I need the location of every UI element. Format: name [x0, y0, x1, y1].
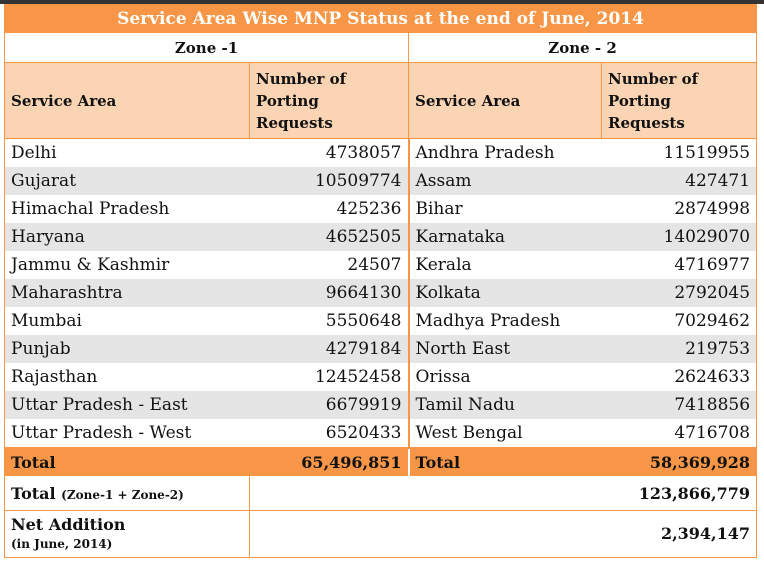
- porting-header-line: Porting: [608, 91, 671, 110]
- zone-2-area: Kolkata: [408, 279, 602, 307]
- zone-1-area: Delhi: [4, 138, 250, 167]
- table-row: Mumbai 5550648 Madhya Pradesh 7029462: [4, 307, 758, 335]
- zone-1-count: 6679919: [249, 391, 410, 419]
- zone-1-total-label: Total: [4, 447, 250, 476]
- porting-header-line: Requests: [608, 113, 685, 132]
- porting-header-line: Number of: [608, 69, 699, 88]
- zone-1-service-area-header: Service Area: [4, 62, 250, 139]
- zone-1-count: 4279184: [249, 335, 410, 363]
- zone-1-area: Haryana: [4, 223, 250, 251]
- grand-total-row: Total (Zone-1 + Zone-2) 123,866,779: [4, 475, 758, 511]
- zone-2-area: Kerala: [408, 251, 602, 279]
- zone-1-area: Jammu & Kashmir: [4, 251, 250, 279]
- zone-2-total-label: Total: [408, 447, 602, 476]
- table-row: Punjab 4279184 North East 219753: [4, 335, 758, 363]
- zone-2-count: 2792045: [601, 279, 758, 307]
- zone-2-area: Tamil Nadu: [408, 391, 602, 419]
- zone-header-row: Zone -1 Zone - 2: [4, 32, 758, 63]
- table-title-row: Service Area Wise MNP Status at the end …: [3, 4, 758, 33]
- zone-1-count: 9664130: [249, 279, 410, 307]
- zone-1-area: Gujarat: [4, 167, 250, 195]
- zone-2-porting-header: Number of Porting Requests: [600, 62, 758, 139]
- total-row: Total 65,496,851 Total 58,369,928: [4, 447, 758, 476]
- grand-total-label: Total (Zone-1 + Zone-2): [4, 475, 250, 511]
- zone-2-header: Zone - 2: [407, 32, 758, 63]
- top-border: [0, 0, 764, 4]
- table-row: Haryana 4652505 Karnataka 14029070: [4, 223, 758, 251]
- zone-1-area: Uttar Pradesh - East: [4, 391, 250, 419]
- zone-2-count: 219753: [601, 335, 758, 363]
- zone-1-count: 24507: [249, 251, 410, 279]
- table-row: Gujarat 10509774 Assam 427471: [4, 167, 758, 195]
- table-row: Uttar Pradesh - East 6679919 Tamil Nadu …: [4, 391, 758, 419]
- zone-2-area: Madhya Pradesh: [408, 307, 602, 335]
- zone-1-count: 4738057: [249, 138, 410, 167]
- zone-2-count: 427471: [601, 167, 758, 195]
- zone-1-area: Uttar Pradesh - West: [4, 419, 250, 448]
- zone-2-area: Andhra Pradesh: [408, 138, 602, 167]
- zone-1-area: Mumbai: [4, 307, 250, 335]
- zone-2-area: Karnataka: [408, 223, 602, 251]
- table-row: Uttar Pradesh - West 6520433 West Bengal…: [4, 419, 758, 448]
- porting-header-line: Number of: [256, 69, 347, 88]
- zone-1-count: 6520433: [249, 419, 410, 448]
- table-row: Jammu & Kashmir 24507 Kerala 4716977: [4, 251, 758, 279]
- zone-1-porting-header: Number of Porting Requests: [249, 62, 409, 139]
- zone-2-area: Orissa: [408, 363, 602, 391]
- table-row: Delhi 4738057 Andhra Pradesh 11519955: [4, 138, 758, 167]
- zone-2-count: 11519955: [601, 138, 758, 167]
- zone-2-count: 4716708: [601, 419, 758, 448]
- net-addition-label-main: Net Addition: [11, 514, 126, 534]
- zone-2-total-value: 58,369,928: [601, 447, 758, 476]
- zone-2-area: West Bengal: [408, 419, 602, 448]
- grand-total-value: 123,866,779: [248, 475, 758, 511]
- zone-1-count: 4652505: [249, 223, 410, 251]
- grand-total-label-sub: (Zone-1 + Zone-2): [61, 487, 184, 502]
- table-row: Maharashtra 9664130 Kolkata 2792045: [4, 279, 758, 307]
- zone-2-service-area-header: Service Area: [408, 62, 602, 139]
- zone-2-count: 14029070: [601, 223, 758, 251]
- porting-header-line: Requests: [256, 113, 333, 132]
- net-addition-row: Net Addition (in June, 2014) 2,394,147: [4, 510, 758, 558]
- zone-1-count: 425236: [249, 195, 410, 223]
- zone-2-count: 7029462: [601, 307, 758, 335]
- zone-2-area: Bihar: [408, 195, 602, 223]
- zone-1-count: 10509774: [249, 167, 410, 195]
- zone-1-count: 12452458: [249, 363, 410, 391]
- zone-1-area: Himachal Pradesh: [4, 195, 250, 223]
- net-addition-label: Net Addition (in June, 2014): [4, 510, 250, 558]
- grand-total-label-main: Total: [11, 483, 56, 503]
- zone-1-area: Punjab: [4, 335, 250, 363]
- table-title: Service Area Wise MNP Status at the end …: [3, 4, 758, 33]
- zone-2-count: 4716977: [601, 251, 758, 279]
- porting-header-line: Porting: [256, 91, 319, 110]
- zone-2-count: 7418856: [601, 391, 758, 419]
- table-row: Rajasthan 12452458 Orissa 2624633: [4, 363, 758, 391]
- net-addition-value: 2,394,147: [248, 510, 758, 558]
- zone-1-count: 5550648: [249, 307, 410, 335]
- zone-1-area: Maharashtra: [4, 279, 250, 307]
- zone-1-area: Rajasthan: [4, 363, 250, 391]
- table-row: Himachal Pradesh 425236 Bihar 2874998: [4, 195, 758, 223]
- net-addition-label-sub: (in June, 2014): [11, 536, 113, 551]
- zone-2-count: 2624633: [601, 363, 758, 391]
- mnp-status-table: Service Area Wise MNP Status at the end …: [3, 4, 758, 558]
- zone-2-count: 2874998: [601, 195, 758, 223]
- zone-2-area: Assam: [408, 167, 602, 195]
- zone-2-area: North East: [408, 335, 602, 363]
- zone-1-header: Zone -1: [4, 32, 409, 63]
- zone-1-total-value: 65,496,851: [249, 447, 410, 476]
- column-header-row: Service Area Number of Porting Requests …: [4, 62, 758, 139]
